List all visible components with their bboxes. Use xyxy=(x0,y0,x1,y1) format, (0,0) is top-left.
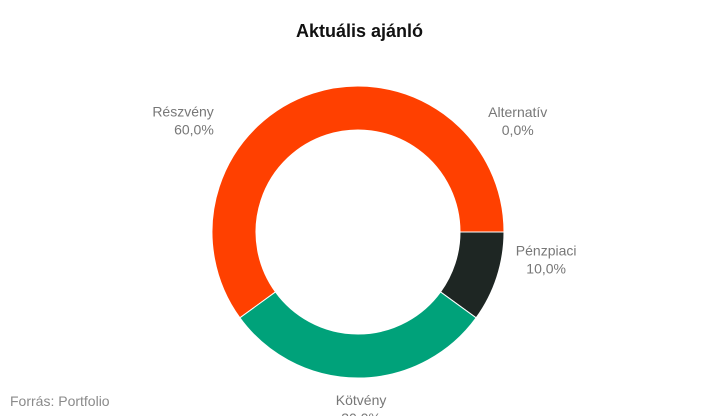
chart-title: Aktuális ajánló xyxy=(295,21,424,41)
slice-value-reszveny: 60,0% xyxy=(174,121,214,137)
slice-labels: Részvény 60,0% Alternatív 0,0% Pénzpiaci 10,0… xyxy=(152,103,576,416)
slice-reszveny xyxy=(211,85,505,319)
source-note: Forrás: Portfolio xyxy=(10,393,110,409)
slice-label-alternativ: Alternatív xyxy=(488,104,547,120)
slice-label-penzpiaci: Pénzpiaci xyxy=(516,242,577,258)
slice-label-reszveny: Részvény xyxy=(152,103,213,119)
slice-value-kotveny: 30,0% xyxy=(341,410,381,416)
slice-label-kotveny: Kötvény xyxy=(336,392,387,408)
slice-kotveny xyxy=(239,291,477,379)
donut-slices xyxy=(211,85,505,379)
slice-value-penzpiaci: 10,0% xyxy=(526,260,566,276)
slice-value-alternativ: 0,0% xyxy=(502,122,534,138)
